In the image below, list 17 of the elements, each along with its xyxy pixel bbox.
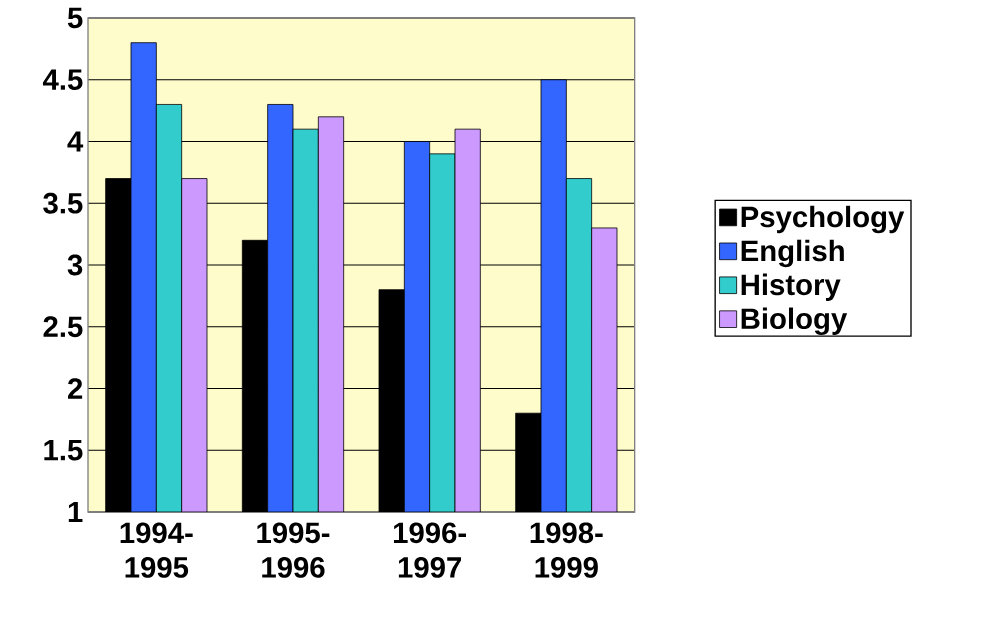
y-tick-label: 3.5 bbox=[43, 192, 83, 214]
x-tick-label: 1998-1999 bbox=[530, 522, 603, 578]
y-tick-label: 5 bbox=[67, 7, 83, 29]
y-tick-label: 1.5 bbox=[44, 440, 83, 461]
legend-label: History bbox=[741, 273, 841, 301]
y-tick-label: 1 bbox=[68, 501, 83, 523]
legend-label: English bbox=[741, 239, 844, 268]
y-tick-label: 2.5 bbox=[43, 316, 83, 338]
y-tick-label: 2 bbox=[68, 378, 83, 399]
x-tick-label: 1994-1995 bbox=[120, 522, 193, 578]
y-tick-label: 4.5 bbox=[42, 69, 83, 90]
legend-label: Biology bbox=[741, 307, 848, 336]
legend-label: Psychology bbox=[741, 205, 905, 234]
y-tick-label: 3 bbox=[67, 254, 83, 276]
x-tick-label: 1996-1997 bbox=[394, 522, 466, 578]
y-tick-label: 4 bbox=[67, 131, 84, 152]
x-tick-label: 1995-1996 bbox=[257, 522, 330, 578]
